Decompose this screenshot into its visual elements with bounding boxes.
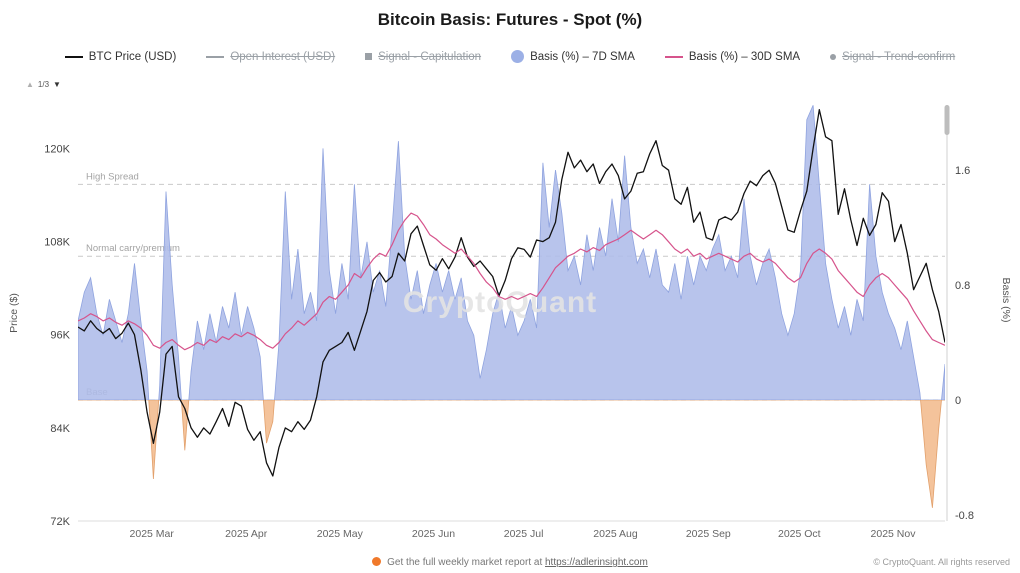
x-axis-tick-label: 2025 Jun — [412, 528, 455, 540]
price-axis-tick-label: 84K — [50, 423, 70, 435]
x-axis-tick-label: 2025 Sep — [686, 528, 731, 540]
report-text: Get the full weekly market report at — [387, 557, 545, 568]
legend-item-btc-price-usd[interactable]: BTC Price (USD) — [64, 50, 177, 63]
legend-item-signal-trend-confirm[interactable]: Signal - Trend-confirm — [830, 51, 955, 63]
line-legend-marker-icon — [206, 55, 225, 58]
right-axis-slider-handle[interactable] — [944, 105, 950, 135]
legend-label: Signal - Capitulation — [378, 50, 482, 63]
legend-label: Basis (%) – 30D SMA — [688, 50, 801, 63]
x-axis-tick-label: 2025 Oct — [778, 528, 821, 540]
basis-axis-tick-label: 0 — [955, 395, 961, 407]
x-axis-tick-label: 2025 Mar — [130, 528, 175, 540]
report-dot-icon — [372, 557, 382, 566]
price-axis-tick-label: 96K — [50, 330, 70, 342]
watermark: CryptoQuant — [403, 286, 597, 319]
line-legend-marker-icon — [664, 55, 683, 58]
price-axis-title: Price ($) — [8, 293, 20, 333]
basis-30d-sma-line — [78, 212, 945, 351]
chart-title: Bitcoin Basis: Futures - Spot (%) — [377, 10, 643, 29]
basis-axis-tick-label: 1.6 — [955, 165, 970, 177]
basis-axis-tick-label: -0.8 — [955, 510, 974, 522]
circle-legend-marker-icon — [511, 50, 525, 63]
x-axis-tick-label: 2025 May — [317, 528, 364, 540]
chart-legend: BTC Price (USD) Open Interest (USD) Signal… — [0, 50, 1020, 63]
legend-label: Signal - Trend-confirm — [842, 50, 956, 63]
legend-item-basis-30d-sma[interactable]: Basis (%) – 30D SMA — [664, 50, 801, 63]
report-link[interactable]: https://adlerinsight.com — [545, 557, 648, 568]
legend-label: BTC Price (USD) — [88, 50, 177, 63]
legend-label: Basis (%) – 7D SMA — [530, 50, 635, 63]
legend-item-open-interest-usd[interactable]: Open Interest (USD) — [206, 51, 335, 63]
x-axis-tick-label: 2025 Aug — [593, 528, 638, 540]
basis-axis-title: Basis (%) — [1000, 278, 1012, 323]
basis-axis-tick-label: 0.8 — [955, 280, 970, 292]
btc-price-usd-line — [78, 109, 945, 477]
copyright: © CryptoQuant. All rights reserved — [873, 557, 1010, 567]
price-axis-tick-label: 72K — [50, 516, 70, 528]
pager-down-icon[interactable]: ▼ — [53, 80, 61, 89]
x-axis-tick-label: 2025 Nov — [871, 528, 917, 540]
price-axis-tick-label: 108K — [44, 237, 70, 249]
line-legend-marker-icon — [64, 55, 83, 58]
square-legend-marker-icon — [365, 53, 373, 60]
x-axis-tick-label: 2025 Apr — [225, 528, 268, 540]
pager-count: 1/3 — [37, 80, 50, 89]
price-axis-tick-label: 120K — [44, 143, 70, 155]
pager-up-icon[interactable]: ▲ — [26, 80, 34, 89]
x-axis-tick-label: 2025 Jul — [504, 528, 544, 540]
legend-item-basis-7d-sma[interactable]: Basis (%) – 7D SMA — [511, 50, 635, 63]
legend-label: Open Interest (USD) — [230, 50, 336, 63]
level-label-normal-carry-premium: Normal carry/premium — [86, 243, 180, 254]
footer-report: Get the full weekly market report at htt… — [0, 557, 1020, 568]
legend-item-signal-capitulation[interactable]: Signal - Capitulation — [365, 51, 481, 63]
dot-legend-marker-icon — [830, 53, 837, 60]
basis-7d-area-positive — [78, 105, 945, 400]
level-label-high-spread: High Spread — [86, 171, 139, 182]
legend-pager: ▲ 1/3 ▼ — [26, 80, 61, 89]
